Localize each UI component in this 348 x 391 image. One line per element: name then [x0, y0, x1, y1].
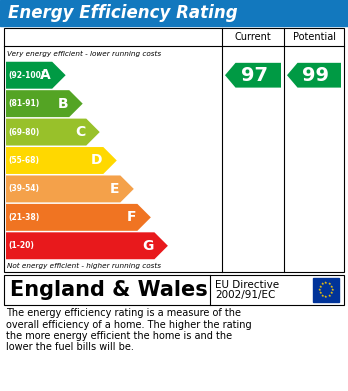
Text: ★: ★ [327, 282, 331, 286]
Polygon shape [6, 90, 83, 117]
Polygon shape [225, 63, 281, 88]
Text: ★: ★ [330, 291, 334, 295]
Text: (39-54): (39-54) [8, 185, 39, 194]
Text: ★: ★ [324, 295, 328, 299]
Text: (81-91): (81-91) [8, 99, 39, 108]
Text: The energy efficiency rating is a measure of the: The energy efficiency rating is a measur… [6, 308, 241, 318]
Text: ★: ★ [327, 294, 331, 298]
Bar [4, 275, 344, 305]
Text: Very energy efficient - lower running costs: Very energy efficient - lower running co… [7, 51, 161, 57]
Text: ★: ★ [321, 294, 324, 298]
Text: England & Wales: England & Wales [10, 280, 208, 300]
Text: 99: 99 [302, 66, 329, 85]
Text: ★: ★ [318, 285, 322, 289]
Text: G: G [142, 239, 153, 253]
Polygon shape [6, 147, 117, 174]
Polygon shape [287, 63, 341, 88]
Text: (92-100): (92-100) [8, 71, 45, 80]
Text: (69-80): (69-80) [8, 127, 39, 136]
Text: ★: ★ [318, 291, 322, 295]
Text: (21-38): (21-38) [8, 213, 39, 222]
Text: lower the fuel bills will be.: lower the fuel bills will be. [6, 343, 134, 353]
Text: 2002/91/EC: 2002/91/EC [215, 290, 275, 300]
Text: F: F [127, 210, 136, 224]
Text: (55-68): (55-68) [8, 156, 39, 165]
Polygon shape [6, 176, 134, 203]
Text: ★: ★ [324, 281, 328, 285]
Text: the more energy efficient the home is and the: the more energy efficient the home is an… [6, 331, 232, 341]
Text: D: D [91, 154, 102, 167]
Polygon shape [6, 204, 151, 231]
Bar [313, 278, 339, 302]
Bar [0, 0, 348, 26]
Text: EU Directive: EU Directive [215, 280, 279, 290]
Text: B: B [57, 97, 68, 111]
Text: A: A [40, 68, 51, 82]
Text: ★: ★ [330, 285, 334, 289]
Text: ★: ★ [317, 288, 321, 292]
Text: ★: ★ [331, 288, 334, 292]
Text: ★: ★ [321, 282, 324, 286]
Text: overall efficiency of a home. The higher the rating: overall efficiency of a home. The higher… [6, 319, 252, 330]
Text: 97: 97 [241, 66, 268, 85]
Text: E: E [110, 182, 119, 196]
Text: Not energy efficient - higher running costs: Not energy efficient - higher running co… [7, 263, 161, 269]
Polygon shape [6, 118, 100, 145]
Text: (1-20): (1-20) [8, 241, 34, 250]
Text: Current: Current [235, 32, 271, 42]
Bar [4, 28, 344, 272]
Text: Energy Efficiency Rating: Energy Efficiency Rating [8, 4, 238, 22]
Text: C: C [75, 125, 85, 139]
Text: Potential: Potential [293, 32, 335, 42]
Polygon shape [6, 62, 66, 89]
Polygon shape [6, 232, 168, 259]
